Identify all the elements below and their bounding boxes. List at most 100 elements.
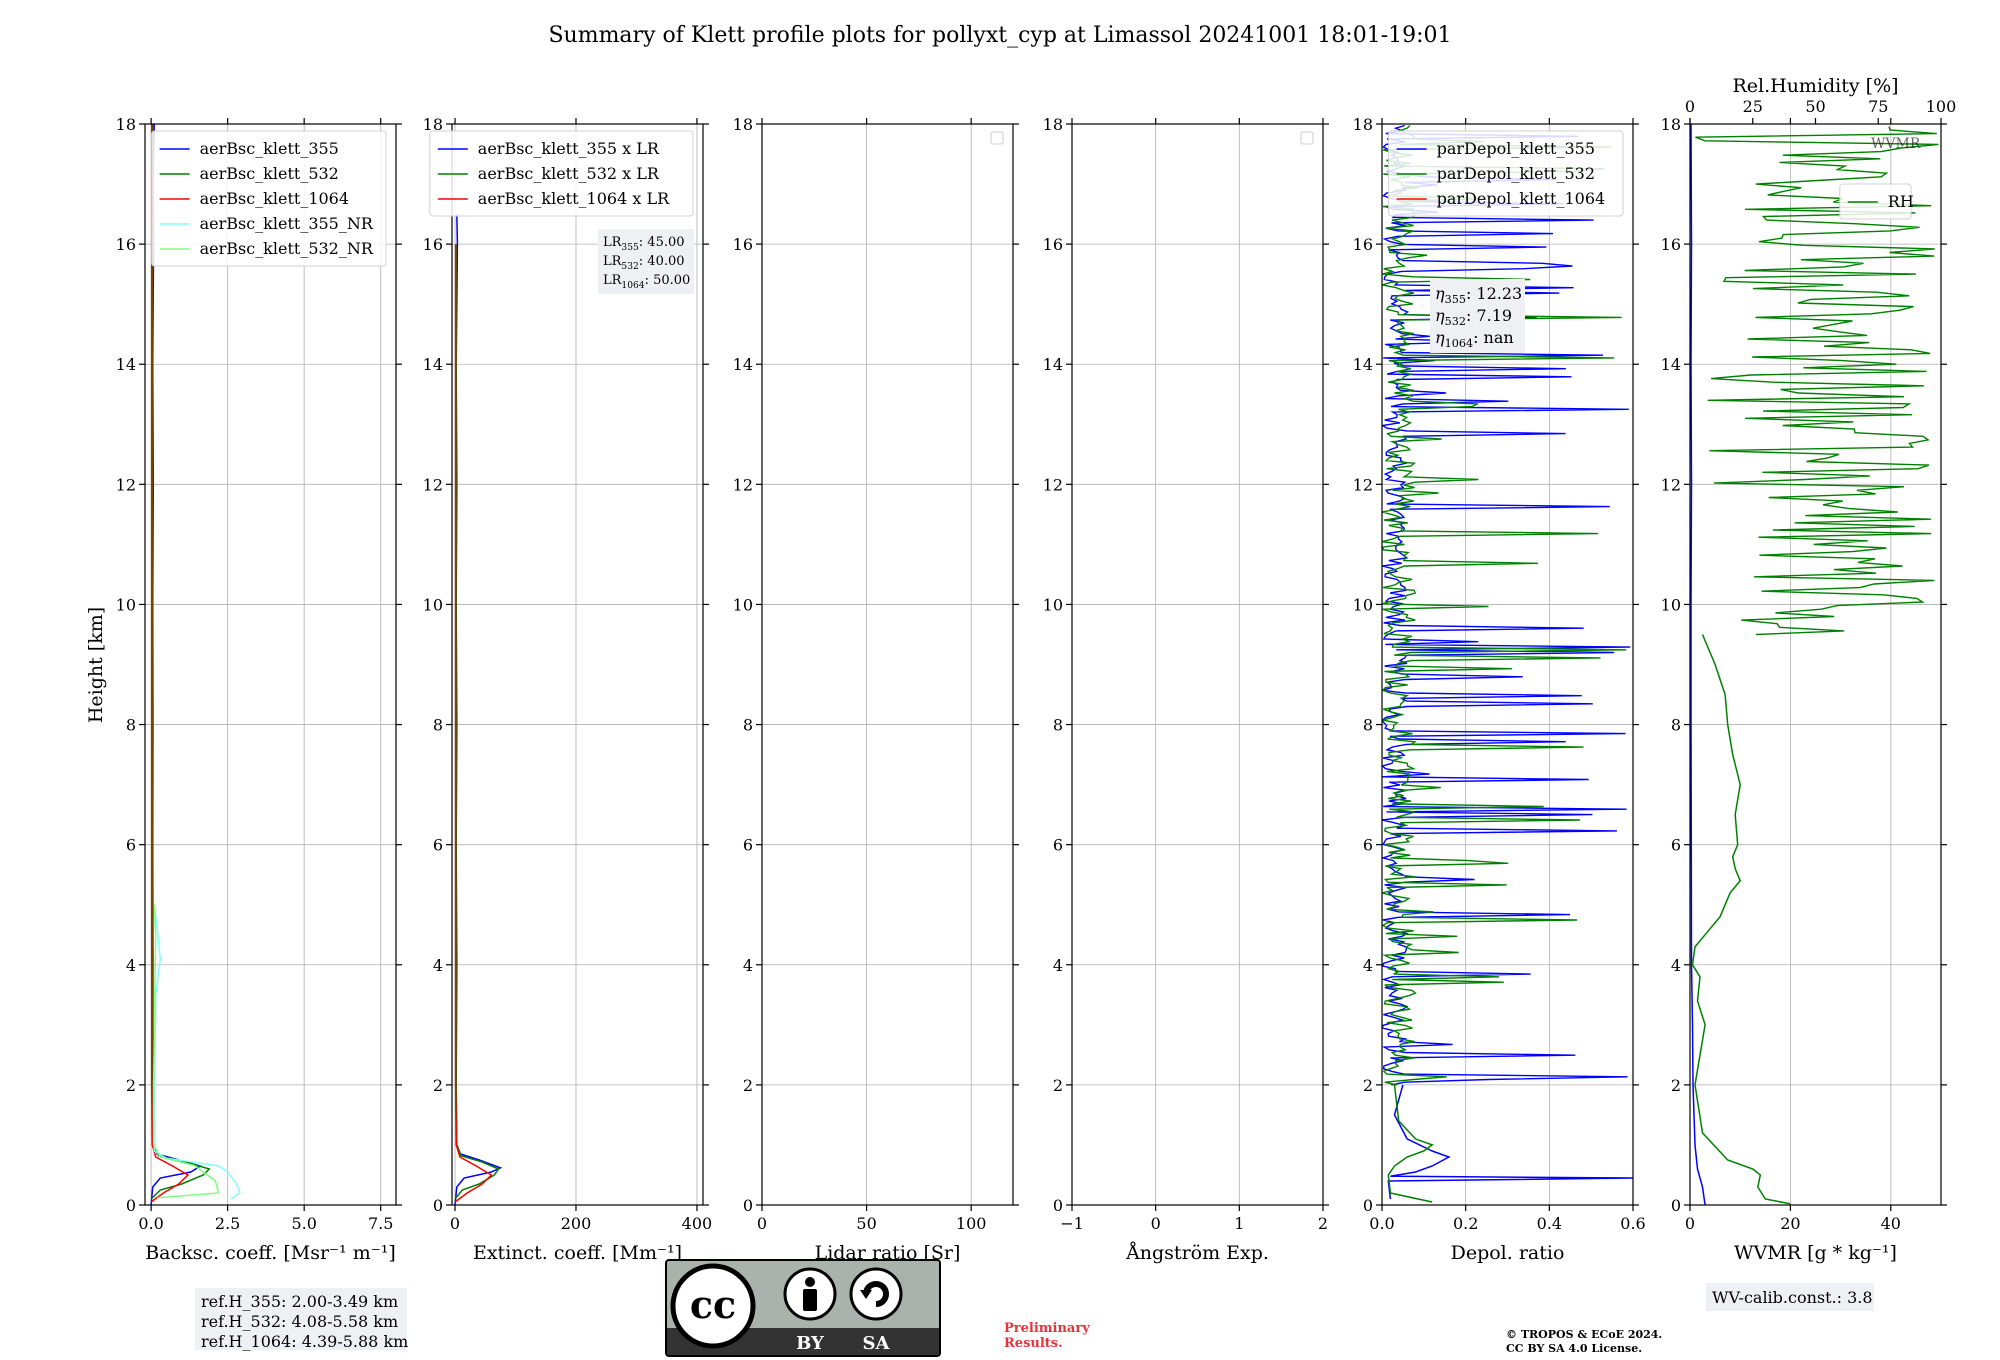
x-tick-label: 0.0: [138, 1214, 163, 1233]
y-tick-label: 0: [1671, 1196, 1681, 1215]
axes-frame: [761, 123, 1014, 1206]
y-tick-label: 14: [733, 355, 753, 374]
annotation-line: LR532: 40.00: [603, 254, 685, 272]
x2-tick-label: 0: [1685, 97, 1695, 116]
y-tick-label: 8: [126, 716, 136, 735]
legend-entry: aerBsc_klett_355: [200, 139, 339, 158]
y-tick-label: 12: [1661, 475, 1681, 494]
legend: RH: [1839, 183, 1914, 220]
x-tick-label: 400: [682, 1214, 713, 1233]
y-tick-label: 2: [1363, 1076, 1373, 1095]
by-label: BY: [796, 1333, 825, 1354]
legend-entry: parDepol_klett_532: [1437, 164, 1595, 183]
legend-entry-wvmr: WVMR: [1871, 136, 1921, 152]
series-aerBsc_klett_532_NR: [152, 904, 220, 1199]
y-tick-label: 16: [733, 235, 753, 254]
y-tick-label: 16: [423, 235, 443, 254]
y-tick-label: 0: [743, 1196, 753, 1215]
x-axis-label: Lidar ratio [Sr]: [815, 1242, 961, 1264]
x-axis-label: Backsc. coeff. [Msr⁻¹ m⁻¹]: [145, 1242, 396, 1264]
legend: aerBsc_klett_355 x LR aerBsc_klett_532 x …: [429, 130, 694, 217]
y-tick-label: 0: [433, 1196, 443, 1215]
series-aerBsc_klett_532 x LR: [454, 244, 500, 1200]
x-axis-label: Ångström Exp.: [1125, 1242, 1269, 1264]
x-tick-label: −1: [1060, 1214, 1084, 1233]
y-tick-label: 2: [433, 1076, 443, 1095]
series-aerBsc_klett_355 x LR: [454, 214, 503, 1205]
y-tick-label: 16: [1661, 235, 1681, 254]
x2-tick-label: 75: [1868, 97, 1888, 116]
y-tick-label: 4: [126, 956, 136, 975]
y-tick-label: 6: [1671, 836, 1681, 855]
x2-tick-label: 100: [1926, 97, 1957, 116]
legend-entry: aerBsc_klett_532_NR: [200, 239, 374, 258]
x-tick-label: 1: [1234, 1214, 1244, 1233]
series-aerBsc_klett_1064 x LR: [454, 244, 493, 1203]
y-tick-label: 14: [1043, 355, 1063, 374]
axes-frame: [1071, 123, 1324, 1206]
y-tick-label: 8: [743, 716, 753, 735]
y-tick-label: 16: [116, 235, 136, 254]
y-tick-label: 18: [1353, 115, 1373, 134]
subplot-1: 0.0 2.5 5.0 7.5 0 2 4 6 8 10 12 14 16 18 Backsc. coeff…: [116, 115, 409, 1351]
y-tick-label: 18: [423, 115, 443, 134]
y-tick-label: 0: [1363, 1196, 1373, 1215]
x-tick-label: 0.0: [1369, 1214, 1394, 1233]
y-tick-label: 4: [743, 956, 753, 975]
y-tick-label: 16: [1353, 235, 1373, 254]
wv-calib-text: WV-calib.const.: 3.8: [1712, 1288, 1873, 1307]
x2-axis-label: Rel.Humidity [%]: [1732, 75, 1898, 97]
x-tick-label: 100: [956, 1214, 987, 1233]
series-RH: [1691, 634, 1791, 1205]
legend-entry: aerBsc_klett_1064 x LR: [478, 189, 670, 208]
preliminary-note-line2: Results.: [1004, 1336, 1063, 1351]
x-tick-label: 40: [1881, 1214, 1901, 1233]
legend-entry: aerBsc_klett_1064: [200, 189, 349, 208]
axes-frame: [144, 123, 397, 1206]
share-alike-icon: [849, 1267, 903, 1321]
y-tick-label: 10: [1043, 595, 1063, 614]
x-axis-label: Extinct. coeff. [Mm⁻¹]: [473, 1242, 682, 1264]
cc-license-badge: cc BY SA: [665, 1259, 941, 1357]
y-tick-label: 12: [1043, 475, 1063, 494]
x-tick-label: 0: [757, 1214, 767, 1233]
legend-box-empty: [990, 131, 1004, 145]
legend-entry: RH: [1888, 192, 1914, 211]
y-tick-label: 10: [733, 595, 753, 614]
series-aerBsc_klett_355_NR: [153, 904, 241, 1200]
cc-logo-text: cc: [690, 1282, 736, 1327]
cc-logo-icon: [670, 1263, 756, 1349]
y-tick-label: 14: [1661, 355, 1681, 374]
subplot-6: 0 20 40 0 2 4 6 8 10 12 14 16 18 WVMR [g * kg⁻¹] 0 25 50…: [1661, 75, 1957, 1311]
y-tick-label: 12: [423, 475, 443, 494]
series-aerBsc_klett_532: [150, 124, 211, 1200]
x-tick-label: 0.4: [1537, 1214, 1562, 1233]
y-tick-label: 4: [433, 956, 443, 975]
y-tick-label: 16: [1043, 235, 1063, 254]
annotation-line: η532: 7.19: [1435, 306, 1512, 328]
y-tick-label: 8: [1363, 716, 1373, 735]
y-tick-label: 8: [1671, 716, 1681, 735]
x2-tick-label: 50: [1805, 97, 1825, 116]
legend-entry: aerBsc_klett_355_NR: [200, 214, 374, 233]
copyright-line2: CC BY SA 4.0 License.: [1506, 1342, 1642, 1355]
y-tick-label: 12: [116, 475, 136, 494]
x-tick-label: 7.5: [368, 1214, 393, 1233]
y-tick-label: 6: [126, 836, 136, 855]
y-tick-label: 10: [1353, 595, 1373, 614]
x-tick-label: 0: [1151, 1214, 1161, 1233]
legend: parDepol_klett_355 parDepol_klett_532 parD…: [1388, 130, 1624, 217]
reference-height-line: ref.H_1064: 4.39-5.88 km: [201, 1332, 408, 1351]
y-tick-label: 4: [1671, 956, 1681, 975]
series-parDepol_klett_355-noise: [1382, 124, 1631, 1086]
x-tick-label: 2.5: [215, 1214, 240, 1233]
legend-entry: aerBsc_klett_355 x LR: [478, 139, 660, 158]
y-tick-label: 14: [1353, 355, 1373, 374]
copyright-line1: © TROPOS & ECoE 2024.: [1506, 1328, 1662, 1341]
legend-entry: parDepol_klett_1064: [1437, 189, 1606, 208]
subplot-3: 0 50 100 0 2 4 6 8 10 12 14 16 18 Lidar ratio [Sr]: [733, 115, 1019, 1264]
